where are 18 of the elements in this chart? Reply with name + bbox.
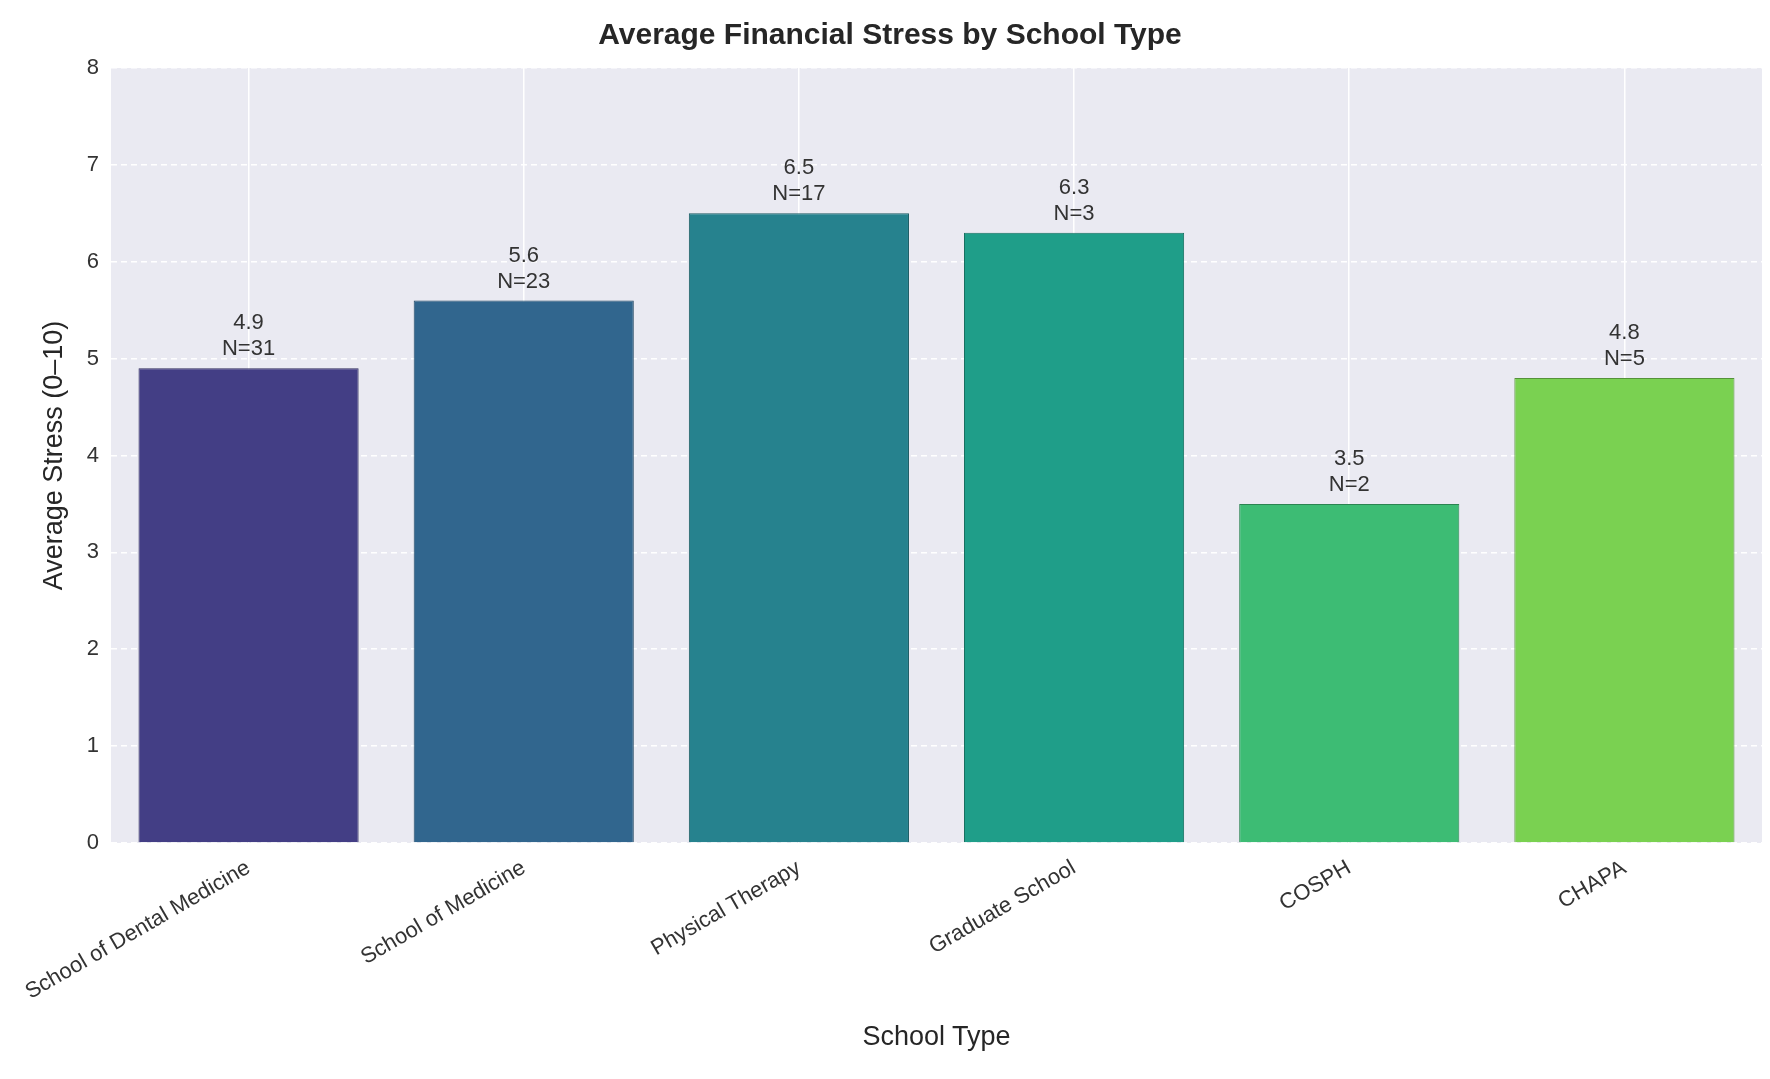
y-tick-label: 7 [86, 150, 99, 176]
data-label: 4.9 N=31 [221, 309, 276, 361]
data-label: 3.5 N=2 [1328, 444, 1370, 496]
data-label: 6.3 N=3 [1053, 173, 1095, 225]
y-tick-label: 6 [86, 247, 99, 273]
y-axis-title: Average Stress (0–10) [38, 320, 68, 591]
chart-title: Average Financial Stress by School Type [598, 17, 1182, 51]
data-label: 6.5 N=17 [772, 154, 826, 206]
y-tick-label: 1 [86, 732, 99, 758]
data-label: 4.8 N=5 [1603, 319, 1645, 371]
y-tick-label: 4 [86, 441, 99, 467]
y-tick-label: 8 [86, 54, 99, 80]
data-label: 5.6 N=23 [497, 241, 551, 293]
y-tick-label: 5 [86, 344, 99, 370]
y-tick-label: 3 [86, 538, 99, 564]
y-tick-label: 2 [86, 635, 99, 661]
y-tick-label: 0 [86, 829, 99, 855]
x-axis-title: School Type [862, 1021, 1011, 1052]
